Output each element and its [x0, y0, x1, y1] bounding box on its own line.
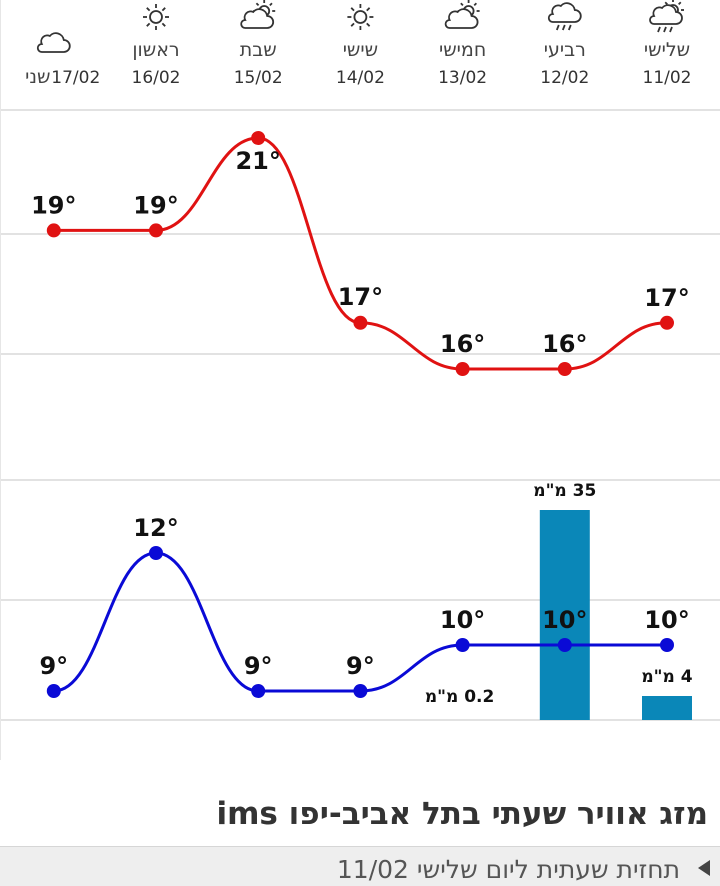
high-temp-point	[660, 315, 674, 330]
high-temp-point	[251, 131, 266, 145]
high-temp-point	[46, 223, 61, 238]
day-date: 13/02	[438, 68, 487, 88]
precip-label: 4 מ"מ	[641, 667, 692, 687]
high-temp-point	[455, 362, 470, 376]
cloud-icon	[36, 32, 71, 53]
day-name: חמישי	[439, 39, 486, 61]
low-temp-label: 10°	[644, 606, 689, 634]
precip-bar	[642, 696, 692, 720]
high-temp-label: 21°	[235, 147, 280, 175]
low-temp-point	[455, 638, 470, 652]
day-name: שני	[25, 66, 50, 88]
day-date: 17/02	[51, 68, 100, 88]
high-temp-point	[149, 223, 163, 238]
day-name: ראשון	[132, 39, 179, 61]
day-name: שבת	[240, 39, 277, 61]
left-edge-line	[0, 0, 1, 760]
sun-icon	[347, 4, 374, 30]
partly-cloudy-icon	[240, 0, 276, 29]
low-temp-point	[557, 638, 572, 652]
high-temp-label: 16°	[440, 330, 485, 358]
rain-sun-icon	[649, 0, 684, 33]
day-date: 11/02	[643, 68, 692, 88]
page-title: מזג אוויר שעתי בתל אביב-יפו ims	[216, 796, 708, 832]
high-temp-label: 17°	[338, 283, 383, 311]
partly-cloudy-icon	[444, 0, 480, 29]
high-temp-label: 17°	[644, 284, 689, 312]
high-temp-label: 16°	[542, 330, 587, 358]
day-date: 15/02	[234, 68, 283, 88]
low-temp-label: 10°	[542, 606, 587, 634]
low-temp-label: 12°	[133, 514, 178, 542]
day-date: 12/02	[540, 68, 589, 88]
high-temp-label: 19°	[133, 191, 178, 219]
day-name: שלישי	[644, 39, 690, 61]
low-temp-point	[660, 638, 674, 652]
high-temp-point	[557, 362, 572, 376]
weather-chart: שלישי 11/02 רביעי 12/02 חמישי 13/02 שישי 14/02 ש…	[0, 0, 720, 721]
triangle-left-icon	[698, 860, 710, 876]
low-temp-label: 9°	[244, 652, 273, 680]
precip-label: 35 מ"מ	[533, 481, 596, 501]
sun-icon	[143, 4, 169, 30]
low-temp-label: 9°	[346, 652, 375, 680]
day-name: שישי	[343, 39, 378, 61]
rain-icon	[547, 2, 582, 31]
day-name: רביעי	[544, 39, 586, 61]
day-date: 16/02	[132, 68, 181, 88]
low-temp-label: 9°	[39, 652, 68, 680]
hourly-forecast-link[interactable]: תחזית שעתית ליום שלישי 11/02	[0, 846, 720, 886]
hourly-forecast-label: תחזית שעתית ליום שלישי 11/02	[336, 855, 680, 884]
low-temp-line	[53, 551, 667, 693]
high-temp-label: 19°	[31, 191, 76, 219]
day-date: 14/02	[336, 68, 385, 88]
high-temp-point	[353, 315, 368, 330]
precip-bar	[539, 510, 590, 720]
precip-label: 0.2 מ"מ	[425, 687, 495, 707]
low-temp-label: 10°	[440, 606, 485, 634]
low-temp-point	[46, 684, 61, 698]
low-temp-point	[353, 684, 368, 698]
low-temp-point	[149, 546, 163, 560]
low-temp-point	[251, 684, 266, 698]
